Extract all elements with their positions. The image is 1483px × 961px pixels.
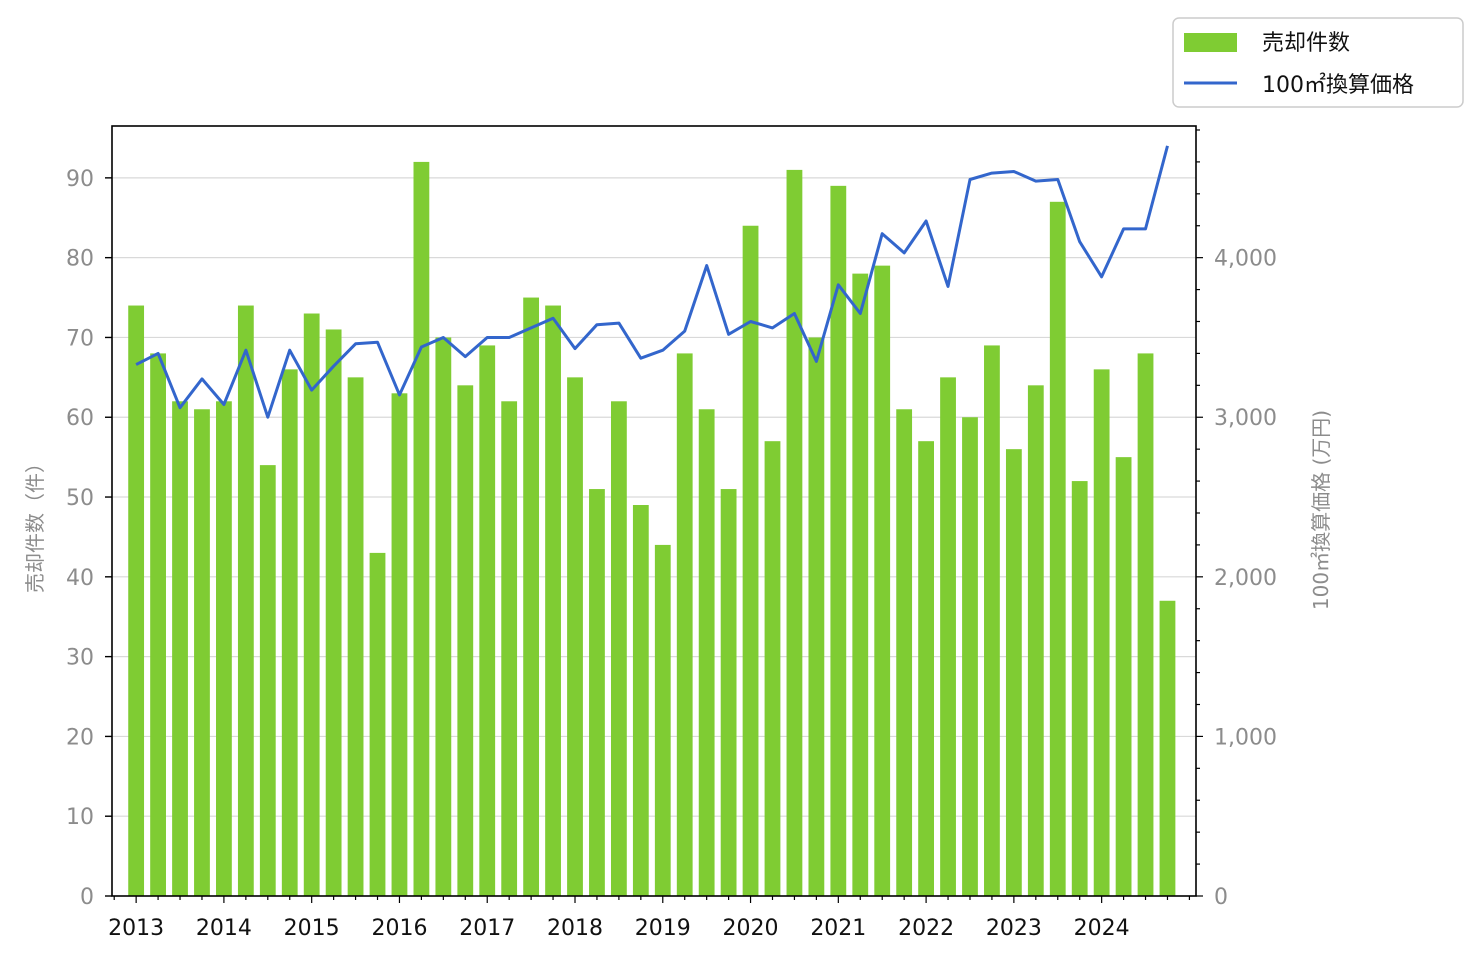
bar [632,505,649,896]
bar [786,169,803,897]
bar [216,401,232,896]
y-right-tick-label: 4,000 [1214,247,1277,272]
y-left-tick-label: 50 [66,486,94,511]
legend-label-line: 100㎡換算価格 [1262,72,1414,98]
bar [1027,385,1044,896]
y-left-tick-label: 80 [66,247,94,272]
y-right-tick-label: 0 [1214,885,1228,910]
x-tick-label: 2015 [284,916,340,941]
bar [303,313,320,896]
y-left-tick-label: 90 [66,167,94,192]
bar [128,305,145,896]
y-axis-left-title: 売却件数（件） [23,453,47,593]
bar [391,393,408,896]
bar [413,161,430,896]
x-tick-label: 2017 [459,916,515,941]
bar [545,305,561,896]
bar [457,385,474,896]
bar [742,225,759,896]
x-tick-label: 2018 [547,916,603,941]
legend-box [1172,17,1464,108]
bar [1049,201,1066,897]
bar [1005,449,1022,896]
bar [237,305,254,896]
bar [172,401,188,896]
bar [654,544,671,896]
legend-label-bar: 売却件数 [1262,31,1350,56]
bar [918,441,934,896]
bar [830,185,847,897]
bar [764,441,781,896]
x-tick-label: 2014 [196,916,252,941]
bar [852,273,869,896]
legend: 売却件数 100㎡換算価格 [1172,17,1464,108]
x-tick-label: 2019 [635,916,691,941]
bar [479,345,496,896]
bar [808,337,825,896]
plot-frame [111,125,1197,897]
bar [347,377,364,896]
bar [281,369,298,896]
y-right-tick-label: 1,000 [1214,725,1277,750]
bar [194,409,210,896]
bar [962,417,978,896]
x-tick-label: 2022 [898,916,954,941]
bar [940,377,956,896]
bar [720,489,737,896]
bar [1071,481,1088,896]
legend-bar-swatch [1184,33,1237,52]
y-left-tick-label: 60 [66,406,94,431]
y-left-tick-label: 40 [66,566,94,591]
bar [435,337,452,896]
bar [1115,457,1132,896]
bar [567,377,583,896]
bar [874,265,891,896]
bar [1093,369,1110,896]
bar [369,552,386,896]
y-left-tick-label: 0 [80,885,94,910]
bar [1159,600,1176,896]
axes: 0 10 20 30 40 50 60 70 80 90 0 1,000 2,000 3,000 4,000… [66,129,1277,941]
x-tick-label: 2023 [986,916,1042,941]
bar [896,409,913,896]
bar [523,297,540,896]
x-tick-label: 2016 [371,916,427,941]
y-axis-right-title: 100㎡換算価格 (万円) [1309,410,1333,610]
x-tick-label: 2021 [810,916,866,941]
bar [676,353,693,897]
bar [1137,353,1154,897]
bar [984,345,1000,896]
x-tick-label: 2013 [108,916,164,941]
bar [698,409,715,896]
line-series [135,145,1169,419]
bar [501,401,518,896]
y-right-tick-label: 3,000 [1214,406,1277,431]
bar [259,465,276,896]
y-left-tick-label: 10 [66,805,94,830]
price-line [135,145,1169,419]
y-left-tick-label: 20 [66,725,94,750]
bar [610,401,627,896]
y-left-tick-label: 70 [66,326,94,351]
y-right-tick-label: 2,000 [1214,566,1277,591]
y-left-tick-label: 30 [66,646,94,671]
x-tick-label: 2024 [1074,916,1130,941]
bar [150,353,166,897]
bar-series [128,161,1176,897]
x-tick-label: 2020 [723,916,779,941]
bar [325,329,342,896]
bar [589,489,605,896]
